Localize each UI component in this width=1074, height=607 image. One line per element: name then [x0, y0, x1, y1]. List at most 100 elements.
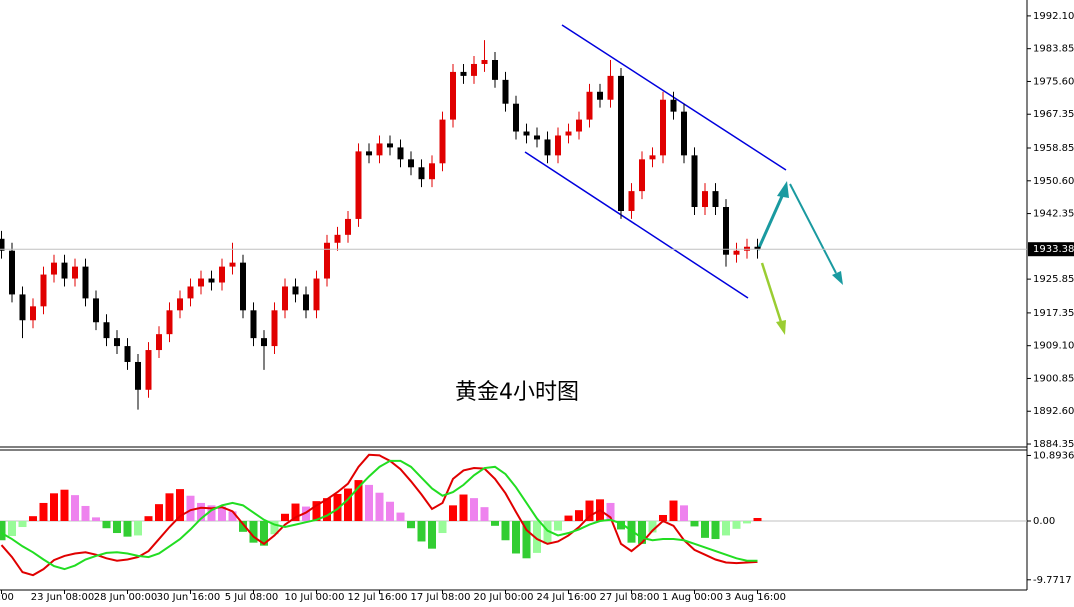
histogram-bar — [186, 495, 195, 521]
y-tick-label: 1950.60 — [1033, 176, 1074, 187]
candle-body — [712, 191, 719, 208]
candle-body — [492, 59, 498, 80]
histogram-bar — [8, 521, 16, 537]
x-tick-label: 1 Aug 00:00 — [662, 592, 723, 603]
y-tick-label: 1917.35 — [1033, 308, 1074, 319]
histogram-bar — [239, 521, 247, 532]
candle-body — [208, 278, 215, 283]
candle-body — [397, 147, 404, 160]
arrow — [789, 183, 837, 274]
candle-body — [51, 262, 57, 275]
candle-body — [576, 119, 582, 132]
candle-body — [40, 274, 47, 307]
histogram-bar — [470, 498, 478, 521]
histogram-bar — [134, 521, 142, 536]
candle-body — [408, 159, 414, 168]
candle-body — [250, 310, 257, 339]
candle-body — [282, 286, 288, 311]
candle-body — [439, 119, 446, 164]
arrow — [760, 262, 783, 323]
histogram-bar — [354, 480, 363, 521]
y-tick-label: 1892.60 — [1033, 406, 1074, 417]
x-tick-label: 23 Jun 08:00 — [31, 592, 95, 603]
histogram-bar — [585, 500, 594, 521]
histogram-bar — [60, 489, 69, 521]
candle-body — [429, 163, 435, 180]
histogram-bar — [92, 517, 100, 521]
x-tick-label: 30 Jun 16:00 — [157, 592, 221, 603]
y-tick-label: -9.7717 — [1033, 575, 1072, 586]
candle-body — [313, 278, 320, 311]
candle-body — [660, 99, 666, 156]
y-tick-label: 1925.85 — [1033, 274, 1074, 285]
histogram-bar — [722, 521, 730, 536]
histogram-bar — [543, 521, 552, 544]
candle-body — [586, 91, 593, 120]
histogram-bar — [155, 504, 163, 521]
histogram-bar — [113, 521, 121, 534]
histogram-bar — [29, 516, 37, 521]
candle-body — [513, 103, 519, 132]
candle-body — [754, 246, 761, 250]
candle-body — [376, 143, 383, 156]
histogram-bar — [144, 516, 153, 521]
histogram-bar — [323, 498, 331, 521]
candle-body — [366, 151, 372, 156]
candle-body — [607, 75, 614, 100]
annotation: 黄金4小时图 — [455, 380, 579, 405]
x-tick-label: 10 Jul 00:00 — [285, 592, 345, 603]
candle-body — [324, 242, 330, 279]
histogram-bar — [218, 506, 226, 521]
macd-line — [1, 459, 758, 571]
candle-body — [355, 151, 362, 219]
y-tick-label: 1958.85 — [1033, 143, 1074, 154]
candle-body — [19, 294, 26, 321]
histogram-bar — [659, 514, 667, 521]
x-tick-label: 17 Jul 08:00 — [411, 592, 471, 603]
candle-body — [639, 159, 645, 192]
candle-body — [523, 131, 530, 136]
y-tick-label: 0.00 — [1033, 516, 1055, 527]
histogram-bar — [522, 521, 531, 559]
histogram-bar — [0, 521, 6, 541]
histogram-bar — [711, 521, 720, 540]
candle-body — [450, 71, 456, 120]
histogram-bar — [732, 521, 741, 529]
candle-body — [618, 75, 624, 211]
histogram-bar — [575, 510, 583, 521]
x-tick-label: 16:00 — [0, 592, 14, 603]
x-tick-label: 24 Jul 16:00 — [537, 592, 597, 603]
histogram-bar — [743, 521, 751, 524]
histogram-bar — [165, 493, 174, 521]
candle-body — [649, 155, 656, 160]
x-tick-label: 5 Jul 08:00 — [225, 592, 279, 603]
histogram-bar — [480, 507, 489, 521]
x-tick-label: 12 Jul 16:00 — [348, 592, 408, 603]
y-tick-label: 1992.10 — [1033, 11, 1074, 22]
histogram-bar — [102, 521, 111, 529]
candle-body — [292, 286, 299, 295]
macd-line — [0, 453, 758, 577]
x-tick-label: 3 Aug 16:00 — [725, 592, 786, 603]
candle-body — [565, 131, 572, 136]
histogram-bar — [554, 521, 562, 531]
histogram-bar — [438, 521, 447, 534]
histogram-bar — [176, 489, 184, 521]
candle-body — [114, 338, 120, 347]
histogram-bar — [491, 521, 499, 526]
candle-body — [733, 250, 740, 255]
histogram-bar — [638, 521, 646, 544]
candle-body — [166, 310, 173, 335]
candle-body — [555, 135, 561, 156]
candle-body — [334, 234, 341, 243]
histogram-bar — [123, 521, 132, 537]
histogram-bar — [249, 521, 258, 543]
candle-body — [387, 143, 393, 148]
histogram-bar — [459, 494, 468, 521]
candle-body — [61, 262, 68, 279]
y-tick-label: 1884.35 — [1033, 439, 1074, 450]
candle-body — [460, 71, 467, 76]
histogram-bar — [449, 505, 457, 521]
candle-body — [103, 322, 110, 339]
